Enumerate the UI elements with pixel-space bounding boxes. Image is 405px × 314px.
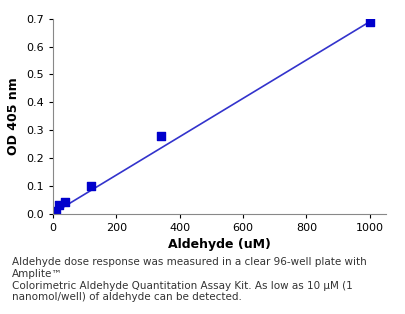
Point [157, 133, 164, 138]
Point [366, 19, 372, 24]
Text: Aldehyde dose response was measured in a clear 96-well plate with Amplite™
Color: Aldehyde dose response was measured in a… [12, 257, 366, 302]
Point [62, 200, 68, 205]
Y-axis label: OD 405 nm: OD 405 nm [7, 77, 20, 155]
Point [87, 183, 94, 188]
Point [53, 208, 59, 213]
Point [56, 203, 62, 208]
X-axis label: Aldehyde (uM): Aldehyde (uM) [167, 238, 270, 251]
